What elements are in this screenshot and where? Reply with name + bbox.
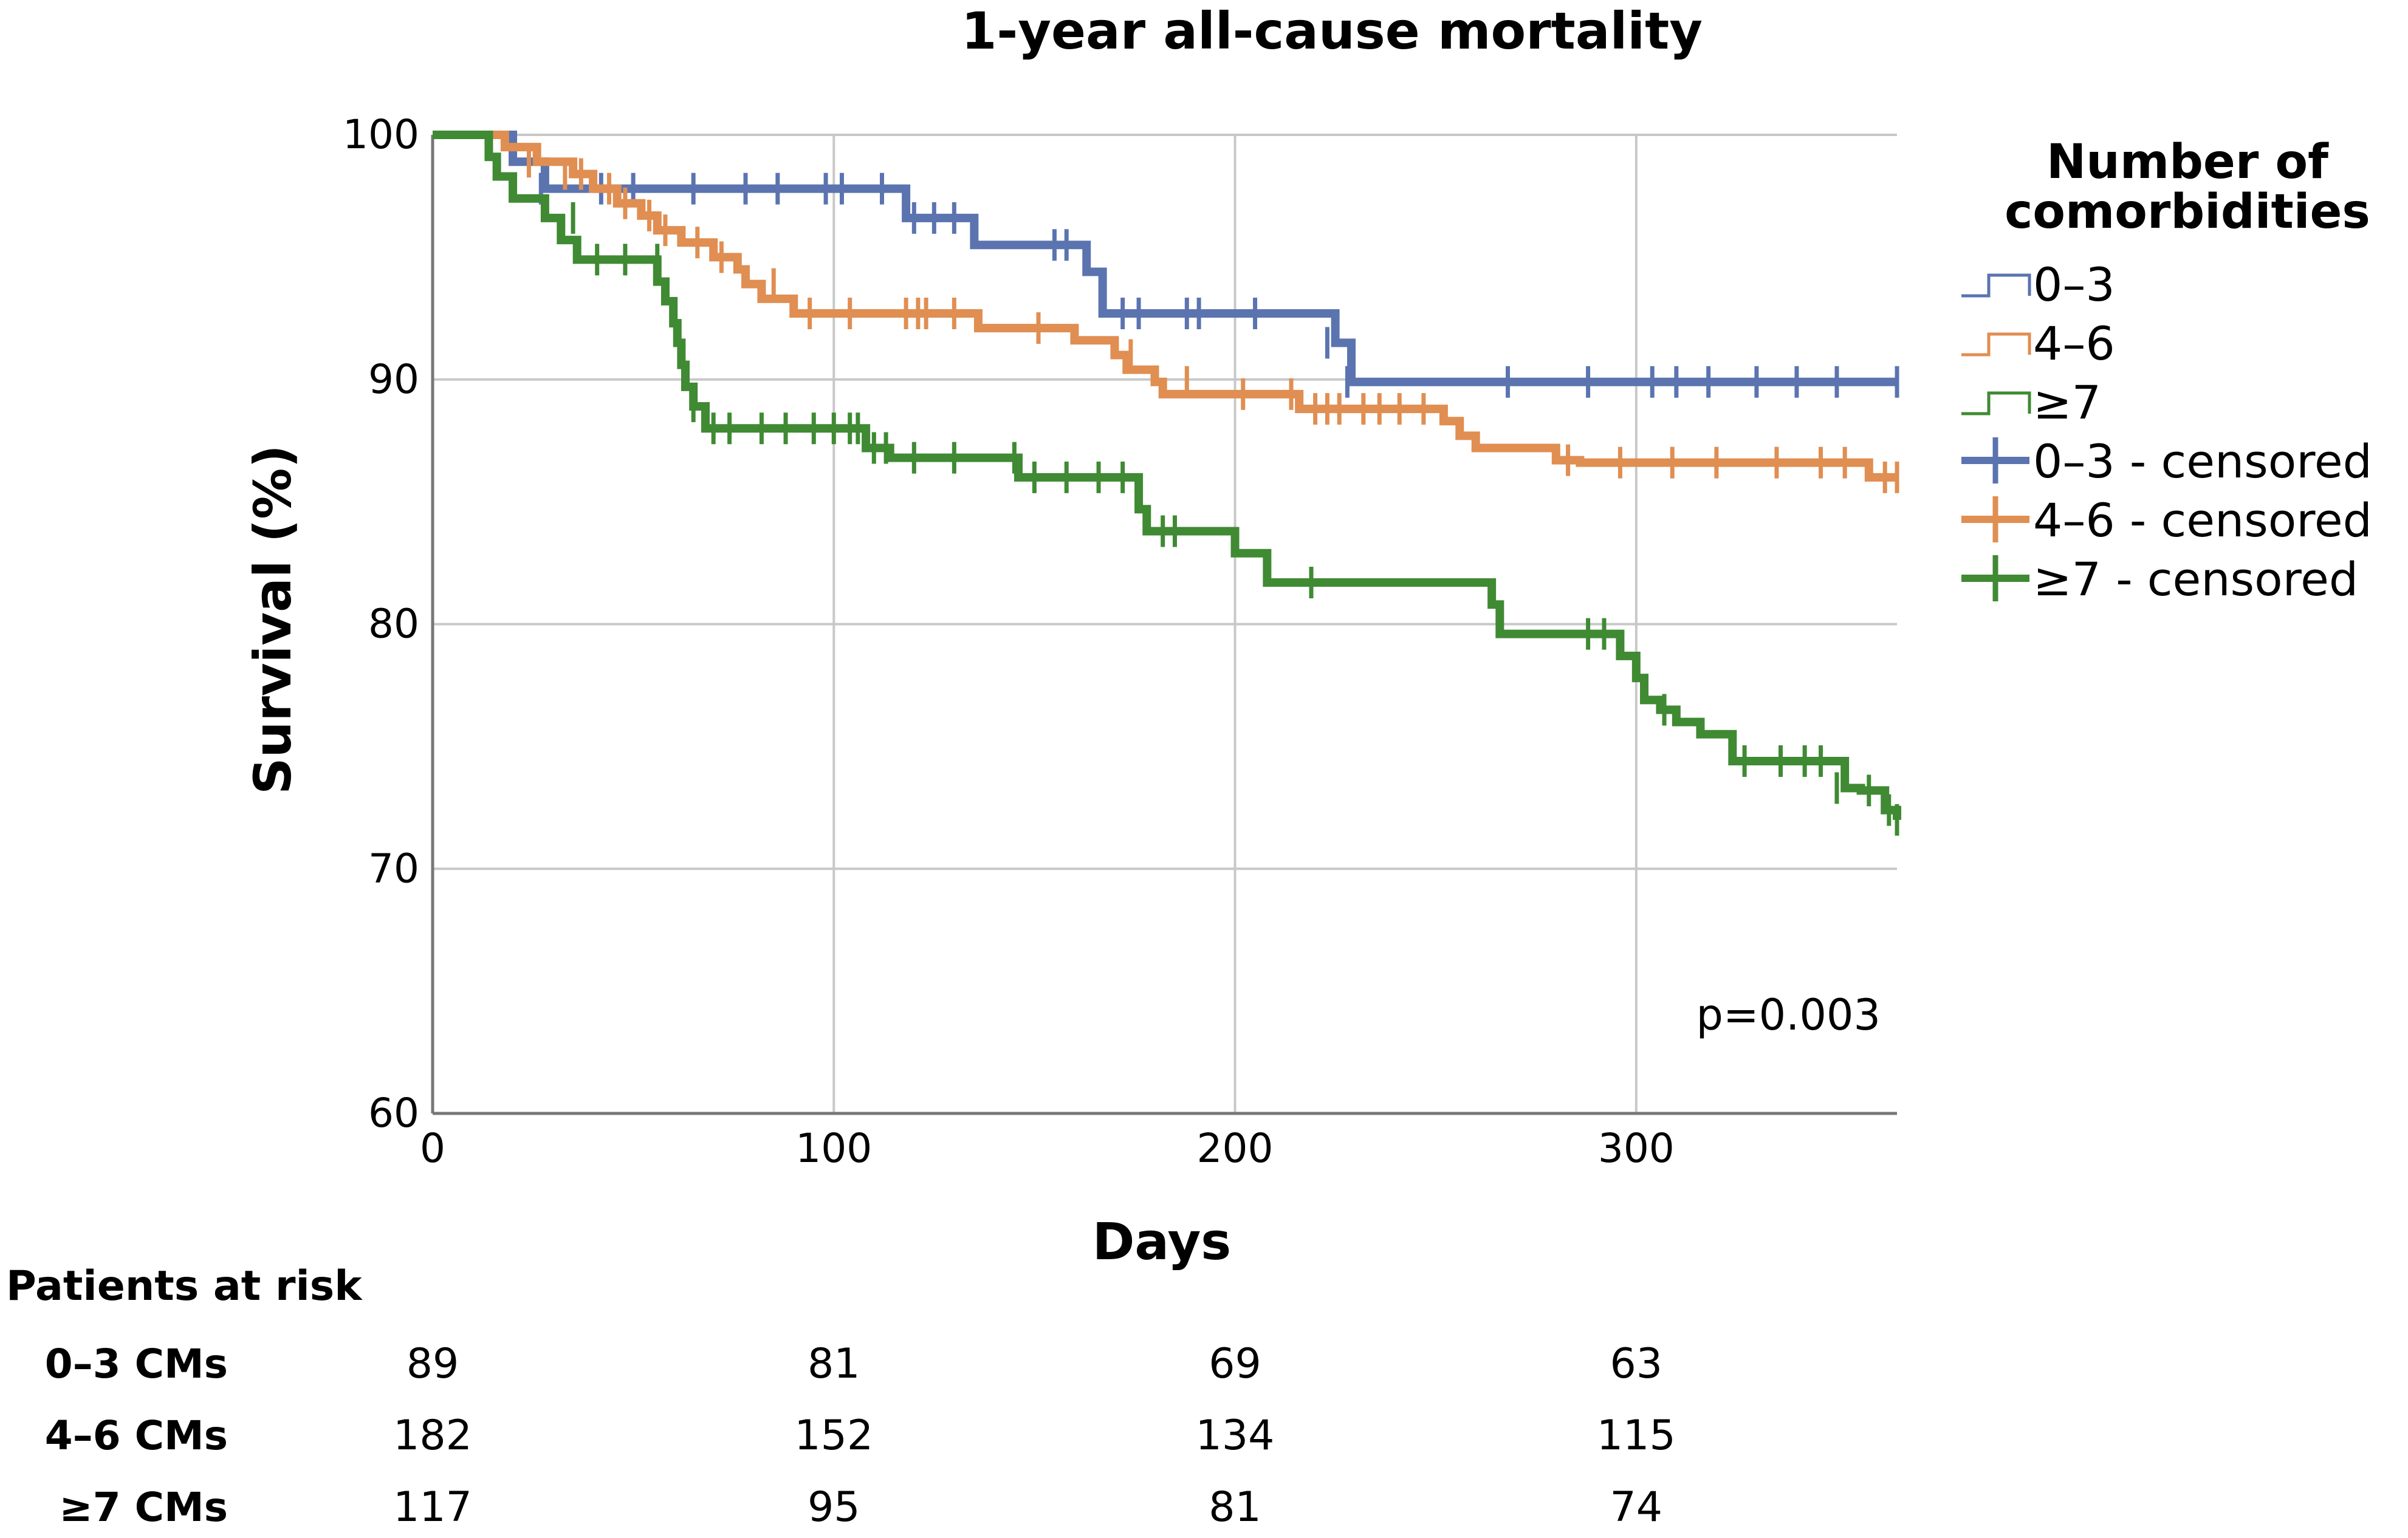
- x-tick-label-0: 0: [420, 1125, 445, 1172]
- y-tick-label-100: 100: [343, 111, 419, 158]
- series-2: [433, 131, 1901, 836]
- risk-value-2-3: 74: [1610, 1483, 1663, 1531]
- risk-table: Patients at risk 0–3 CMs 89 81 69 63 4–6 CMs 1…: [6, 1262, 1676, 1531]
- legend-title-line-2: comorbidities: [2005, 185, 2370, 239]
- legend-label-0: 0–3: [2033, 258, 2115, 312]
- legend-entry-0: 0–3: [1961, 258, 2115, 312]
- x-tick-label-200: 200: [1197, 1125, 1274, 1172]
- series-group: [433, 131, 1901, 836]
- risk-value-2-1: 95: [808, 1483, 860, 1531]
- survival-curve-2: [433, 131, 1901, 820]
- risk-value-2-2: 81: [1209, 1483, 1261, 1531]
- legend-step-swatch-0: [1961, 273, 2031, 298]
- risk-value-0-1: 81: [808, 1340, 860, 1388]
- survival-curve-1: [433, 131, 1897, 482]
- risk-value-1-2: 134: [1196, 1412, 1275, 1460]
- plot-frame: [431, 135, 1897, 1115]
- risk-value-1-0: 182: [393, 1412, 472, 1460]
- risk-value-0-0: 89: [406, 1340, 459, 1388]
- risk-row-label-1: 4–6 CMs: [45, 1412, 228, 1459]
- legend: Number of comorbidities 0–34–6≥70–3 - ce…: [1961, 135, 2372, 606]
- y-tick-label-80: 80: [368, 601, 419, 648]
- risk-value-0-3: 63: [1610, 1340, 1663, 1388]
- legend-label-4: 4–6 - censored: [2033, 493, 2372, 547]
- grid: [433, 134, 1897, 1113]
- y-tick-label-70: 70: [368, 845, 419, 892]
- series-0: [433, 131, 1899, 398]
- y-tick-label-90: 90: [368, 356, 419, 403]
- y-axis-label: Survival (%): [243, 445, 303, 795]
- legend-entry-5: ≥7 - censored: [1961, 552, 2358, 606]
- risk-value-0-2: 69: [1209, 1340, 1261, 1388]
- risk-value-1-3: 115: [1597, 1412, 1676, 1460]
- risk-table-title: Patients at risk: [6, 1262, 363, 1310]
- legend-step-swatch-2: [1961, 391, 2031, 415]
- legend-entry-2: ≥7: [1961, 375, 2101, 429]
- x-axis-label: Days: [1093, 1212, 1232, 1271]
- legend-step-swatch-1: [1961, 332, 2031, 357]
- risk-value-2-0: 117: [393, 1483, 472, 1531]
- x-tick-label-300: 300: [1598, 1125, 1675, 1172]
- p-value-annotation: p=0.003: [1696, 990, 1881, 1040]
- legend-label-3: 0–3 - censored: [2033, 434, 2372, 488]
- y-tick-label-60: 60: [368, 1090, 419, 1136]
- series-1: [433, 131, 1899, 493]
- legend-title-line-1: Number of: [2046, 135, 2329, 190]
- risk-value-1-1: 152: [794, 1412, 873, 1460]
- risk-row-label-2: ≥7 CMs: [59, 1484, 228, 1531]
- x-tick-label-100: 100: [795, 1125, 872, 1172]
- legend-label-5: ≥7 - censored: [2033, 552, 2358, 606]
- legend-entry-1: 4–6: [1961, 316, 2115, 371]
- legend-entry-4: 4–6 - censored: [1961, 493, 2372, 547]
- axis-ticks: 0 100 200 300 60 70 80 90 100: [343, 111, 1675, 1172]
- risk-row-label-0: 0–3 CMs: [45, 1341, 228, 1387]
- legend-entry-3: 0–3 - censored: [1961, 434, 2372, 488]
- chart-title: 1-year all-cause mortality: [961, 1, 1703, 61]
- legend-label-1: 4–6: [2033, 316, 2115, 371]
- legend-label-2: ≥7: [2033, 375, 2101, 429]
